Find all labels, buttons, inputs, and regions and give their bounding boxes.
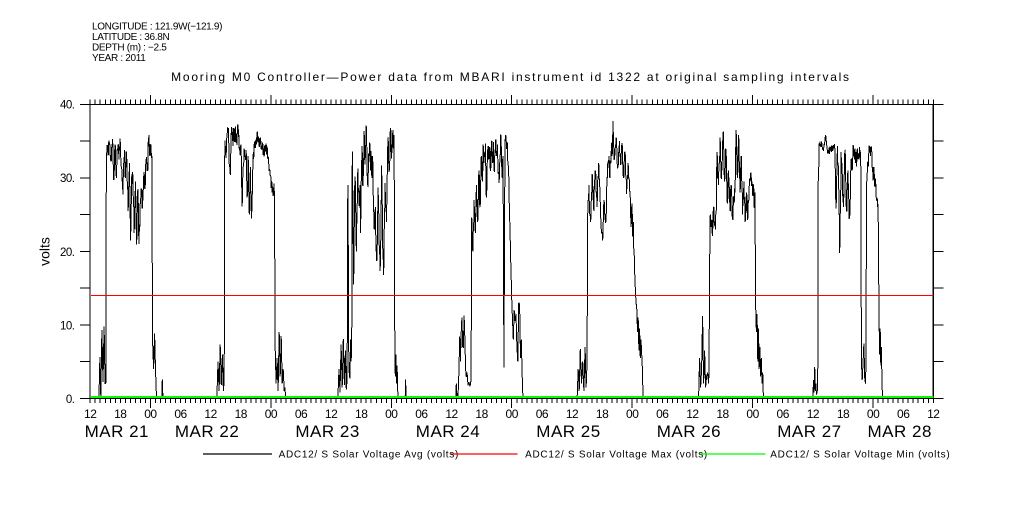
svg-text:06: 06 — [897, 407, 910, 421]
svg-text:00: 00 — [746, 407, 759, 421]
svg-text:00: 00 — [144, 407, 157, 421]
svg-text:YEAR : 2011: YEAR : 2011 — [92, 53, 146, 64]
svg-text:10.: 10. — [60, 320, 75, 332]
svg-text:MAR 27: MAR 27 — [777, 422, 841, 441]
svg-text:MAR 26: MAR 26 — [657, 422, 721, 441]
svg-text:18: 18 — [355, 407, 368, 421]
svg-text:ADC12/ S Solar Voltage Avg (vo: ADC12/ S Solar Voltage Avg (volts) — [279, 450, 460, 461]
svg-text:volts: volts — [37, 237, 53, 266]
svg-text:MAR 22: MAR 22 — [175, 422, 239, 441]
svg-text:18: 18 — [837, 407, 850, 421]
svg-text:06: 06 — [415, 407, 428, 421]
svg-text:18: 18 — [475, 407, 488, 421]
svg-text:12: 12 — [84, 407, 97, 421]
svg-text:06: 06 — [777, 407, 790, 421]
svg-text:00: 00 — [867, 407, 880, 421]
svg-text:12: 12 — [566, 407, 579, 421]
svg-text:20.: 20. — [60, 247, 75, 259]
svg-text:12: 12 — [204, 407, 217, 421]
svg-text:06: 06 — [656, 407, 669, 421]
svg-text:12: 12 — [686, 407, 699, 421]
svg-text:00: 00 — [626, 407, 639, 421]
svg-text:ADC12/ S Solar Voltage Max (vo: ADC12/ S Solar Voltage Max (volts) — [525, 450, 708, 461]
svg-text:06: 06 — [536, 407, 549, 421]
svg-text:12: 12 — [927, 407, 940, 421]
svg-text:MAR 25: MAR 25 — [536, 422, 600, 441]
svg-text:00: 00 — [265, 407, 278, 421]
svg-text:06: 06 — [174, 407, 187, 421]
svg-text:12: 12 — [445, 407, 458, 421]
svg-text:12: 12 — [807, 407, 820, 421]
svg-text:06: 06 — [295, 407, 308, 421]
svg-text:40.: 40. — [60, 100, 75, 112]
svg-text:00: 00 — [385, 407, 398, 421]
svg-text:ADC12/ S Solar Voltage Min (vo: ADC12/ S Solar Voltage Min (volts) — [770, 450, 950, 461]
svg-text:12: 12 — [325, 407, 338, 421]
svg-text:DEPTH (m) : −2.5: DEPTH (m) : −2.5 — [92, 42, 167, 53]
svg-text:MAR 21: MAR 21 — [85, 422, 149, 441]
svg-text:MAR 28: MAR 28 — [867, 422, 931, 441]
svg-text:18: 18 — [114, 407, 127, 421]
svg-text:LATITUDE : 36.8N: LATITUDE : 36.8N — [92, 32, 169, 43]
svg-text:Mooring M0 Controller—Power da: Mooring M0 Controller—Power data from MB… — [171, 70, 851, 84]
svg-text:MAR 23: MAR 23 — [295, 422, 359, 441]
svg-text:MAR 24: MAR 24 — [416, 422, 480, 441]
svg-text:18: 18 — [235, 407, 248, 421]
svg-text:18: 18 — [716, 407, 729, 421]
svg-text:LONGITUDE : 121.9W(−121.9): LONGITUDE : 121.9W(−121.9) — [92, 21, 222, 32]
svg-text:00: 00 — [506, 407, 519, 421]
svg-text:30.: 30. — [60, 173, 75, 185]
svg-text:0.: 0. — [66, 394, 75, 406]
svg-text:18: 18 — [596, 407, 609, 421]
